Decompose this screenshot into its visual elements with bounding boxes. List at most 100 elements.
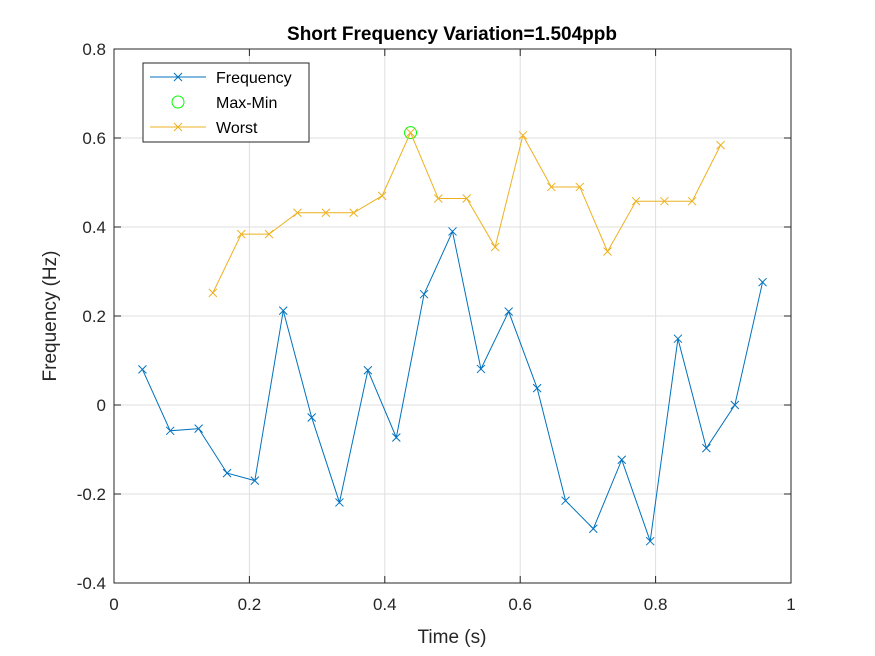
- data-point-worst-stroke: [546, 182, 556, 192]
- data-point-worst: [518, 130, 528, 140]
- data-point-frequency-stroke: [138, 365, 147, 374]
- legend-box: [142, 62, 310, 143]
- data-point-worst: [716, 140, 725, 150]
- data-point-worst: [575, 182, 585, 192]
- data-point-frequency-stroke: [222, 468, 232, 478]
- data-point-max-min: [404, 126, 418, 140]
- data-point-frequency-stroke: [476, 364, 486, 374]
- data-point-frequency: [307, 413, 317, 422]
- data-point-frequency: [363, 365, 373, 375]
- data-point-worst: [603, 247, 612, 256]
- data-point-frequency: [617, 455, 627, 465]
- y-tick-label: -0.4: [77, 574, 106, 593]
- data-point-worst: [377, 191, 387, 201]
- data-point-frequency: [532, 383, 542, 393]
- data-point-frequency-stroke: [588, 524, 598, 534]
- data-point-worst-stroke: [208, 288, 218, 298]
- data-point-frequency: [673, 334, 683, 344]
- ticks: 0 0.2 0.4 0.6 0.8 1 -0.4 -0.2 0 0.2 0.4 0.6 0.8: [77, 40, 796, 614]
- data-point-worst-stroke: [490, 242, 500, 252]
- data-point-frequency: [588, 524, 598, 534]
- data-point-worst: [208, 288, 218, 298]
- data-point-worst-stroke: [687, 196, 697, 206]
- legend-marker-max-min: [171, 95, 185, 109]
- data-point-frequency: [561, 496, 570, 506]
- x-tick-label: 0.8: [644, 595, 668, 614]
- data-point-worst-stroke: [518, 130, 528, 140]
- legend-marker-frequency: [173, 72, 183, 82]
- data-point-worst-stroke: [433, 194, 443, 203]
- data-point-frequency-stroke: [307, 413, 317, 422]
- chart-title: Short Frequency Variation=1.504ppb: [287, 24, 617, 45]
- x-axis-label: Time (s): [418, 627, 487, 648]
- data-point-frequency: [165, 426, 175, 436]
- data-point-frequency-stroke: [702, 443, 711, 453]
- data-point-frequency-stroke: [758, 277, 767, 287]
- data-point-frequency-stroke: [448, 227, 457, 236]
- x-tick-label: 1: [786, 595, 795, 614]
- data-point-worst-stroke: [349, 208, 359, 218]
- legend-marker-worst-stroke: [173, 122, 183, 132]
- data-point-frequency: [335, 498, 344, 507]
- data-point-worst: [264, 229, 274, 239]
- legend-label-worst: Worst: [216, 120, 258, 137]
- data-point-worst: [406, 128, 415, 138]
- data-point-frequency: [391, 433, 401, 442]
- data-point-frequency: [702, 443, 711, 453]
- data-point-worst-stroke: [575, 182, 585, 192]
- data-point-frequency: [730, 400, 740, 410]
- data-point-frequency: [278, 306, 288, 316]
- data-point-frequency-stroke: [504, 307, 514, 316]
- legend: Frequency Max-Min Worst: [142, 62, 310, 143]
- y-tick-label: 0: [97, 396, 106, 415]
- y-tick-label: -0.2: [77, 485, 106, 504]
- x-tick-label: 0.6: [508, 595, 532, 614]
- data-point-worst-stroke: [406, 128, 415, 138]
- data-point-worst: [349, 208, 359, 218]
- legend-label-frequency: Frequency: [216, 70, 292, 87]
- data-point-frequency-stroke: [250, 476, 260, 486]
- data-point-worst-stroke: [236, 229, 246, 239]
- y-axis-label: Frequency (Hz): [40, 251, 61, 382]
- data-point-frequency-stroke: [165, 426, 175, 436]
- data-point-frequency: [194, 424, 203, 433]
- data-point-frequency-stroke: [532, 383, 542, 393]
- data-point-worst: [433, 194, 443, 203]
- data-point-worst: [321, 208, 331, 218]
- data-point-frequency-stroke: [617, 455, 627, 465]
- data-point-frequency: [419, 289, 429, 299]
- data-point-worst-stroke: [321, 208, 331, 218]
- series-frequency: [138, 227, 767, 546]
- data-point-frequency: [222, 468, 232, 478]
- data-point-worst-stroke: [293, 208, 302, 218]
- data-point-worst: [236, 229, 246, 239]
- legend-label-max-min: Max-Min: [216, 95, 277, 112]
- data-point-frequency-stroke: [278, 306, 288, 316]
- y-tick-label: 0.2: [82, 307, 106, 326]
- data-point-frequency: [504, 307, 514, 316]
- data-point-worst-stroke: [264, 229, 274, 239]
- data-point-worst-stroke: [631, 196, 641, 206]
- data-point-frequency-stroke: [419, 289, 429, 299]
- data-point-worst: [660, 196, 669, 206]
- data-point-frequency-stroke: [391, 433, 401, 442]
- series-layer: [138, 126, 767, 546]
- data-point-worst-stroke: [377, 191, 387, 201]
- data-point-worst-stroke: [660, 196, 669, 206]
- x-tick-label: 0.2: [238, 595, 262, 614]
- data-point-worst-stroke: [462, 194, 472, 203]
- data-point-frequency-stroke: [363, 365, 373, 375]
- data-point-worst: [490, 242, 500, 252]
- grid: [113, 48, 792, 584]
- legend-marker-frequency-stroke: [173, 72, 183, 82]
- data-point-frequency-stroke: [645, 536, 655, 546]
- data-point-frequency-stroke: [673, 334, 683, 344]
- x-tick-label: 0.4: [373, 595, 397, 614]
- data-point-worst-stroke: [603, 247, 612, 256]
- data-point-frequency-stroke: [730, 400, 740, 410]
- data-point-worst: [687, 196, 697, 206]
- series-max-min: [404, 126, 418, 140]
- y-tick-label: 0.8: [82, 40, 106, 59]
